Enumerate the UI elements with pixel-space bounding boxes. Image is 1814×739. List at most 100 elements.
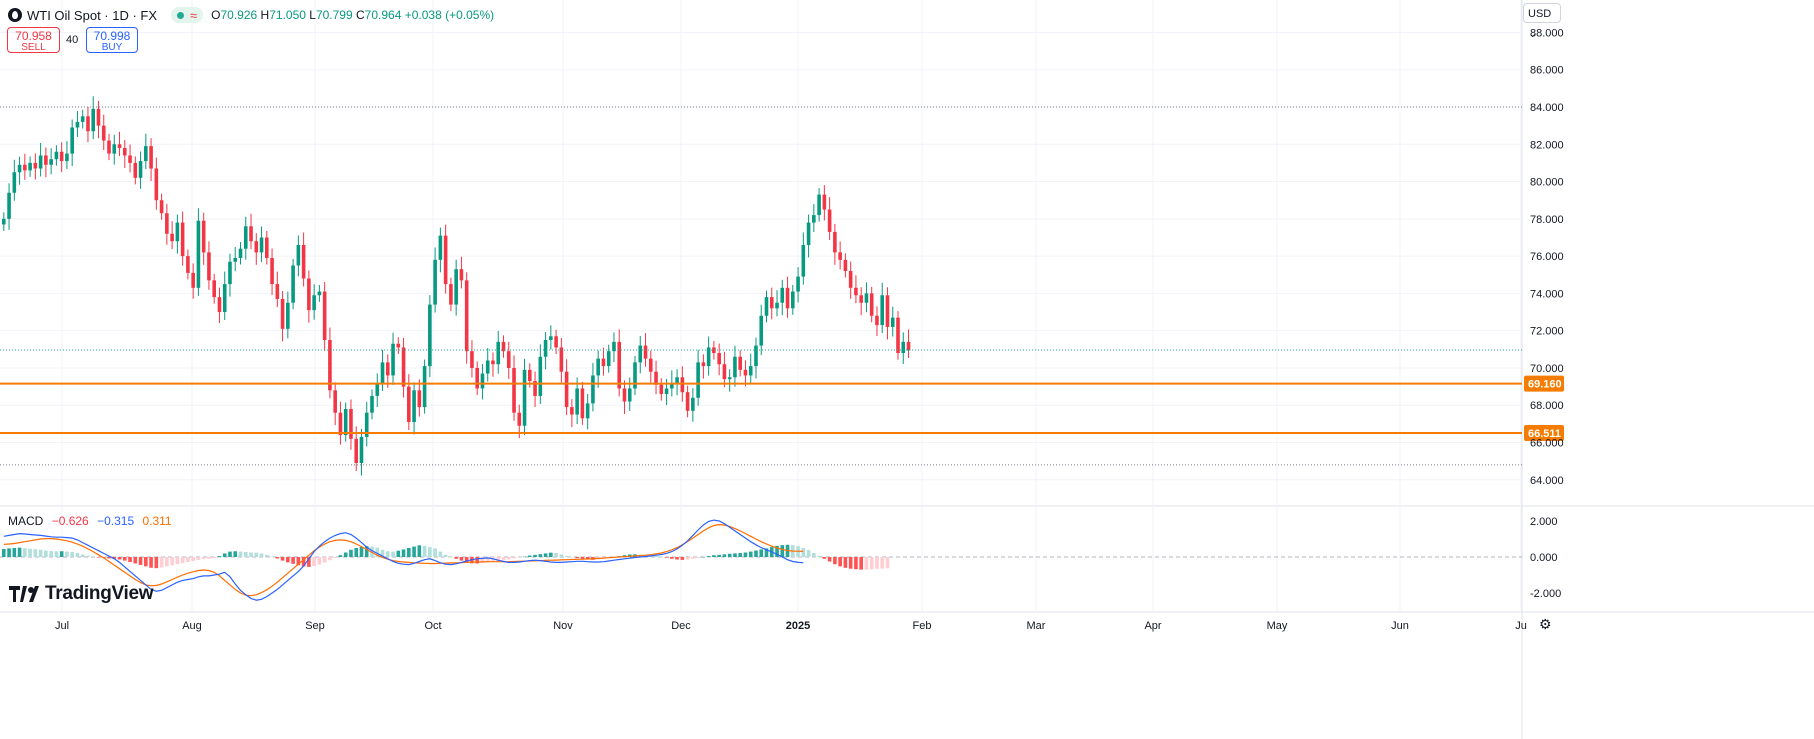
candle-body [270, 257, 274, 285]
macd-histogram-bar [54, 551, 59, 557]
sell-label: SELL [21, 42, 46, 53]
oil-drop-icon [8, 8, 22, 22]
candle-body [764, 297, 769, 316]
macd-histogram-bar [580, 557, 585, 559]
candle-body [848, 271, 853, 288]
candle-body [633, 362, 637, 389]
logo-text: TradingView [45, 583, 154, 604]
candle-body [443, 235, 448, 285]
macd-signal-value: 0.311 [142, 514, 172, 528]
macd-histogram-bar [175, 557, 180, 565]
candle-body [769, 297, 774, 309]
candle-body [380, 362, 385, 383]
candle-body [201, 220, 206, 253]
candle-body [585, 403, 590, 419]
macd-histogram-bar [691, 557, 695, 559]
candle-body [133, 162, 138, 178]
candle-body [28, 162, 32, 171]
macd-histogram-bar [312, 557, 316, 566]
candle-body [522, 369, 527, 426]
macd-histogram-bar [249, 552, 253, 557]
macd-legend[interactable]: MACD −0.626 −0.315 0.311 [8, 514, 177, 528]
candle-body [286, 302, 290, 329]
macd-histogram-bar [307, 557, 311, 567]
macd-histogram-bar [412, 546, 416, 557]
chevron-down-icon: ⌄ [1528, 28, 1538, 40]
price-tick-label: 84.000 [1530, 102, 1564, 114]
macd-histogram-bar [349, 549, 353, 557]
sell-price: 70.958 [15, 29, 52, 43]
candle-body [301, 244, 306, 279]
candle-body [249, 226, 253, 242]
macd-histogram-bar [875, 557, 879, 569]
macd-histogram-bar [869, 557, 874, 570]
candle-body [869, 293, 874, 316]
candle-body [428, 304, 432, 367]
candle-body [328, 340, 332, 391]
candle-body [680, 377, 685, 393]
candle-body [470, 351, 474, 368]
candle-body [322, 291, 327, 340]
candle-body [838, 252, 842, 260]
symbol-title[interactable]: WTI Oil Spot · 1D · FX [27, 7, 158, 23]
macd-histogram-bar [806, 550, 811, 557]
price-tick-label: 70.000 [1530, 363, 1564, 375]
macd-histogram-bar [301, 557, 306, 567]
candle-body [706, 347, 711, 367]
buy-button[interactable]: 70.998 BUY [86, 27, 138, 53]
candle-body [391, 343, 395, 376]
macd-histogram-bar [133, 557, 138, 564]
macd-histogram-bar [370, 546, 374, 557]
candle-body [854, 287, 858, 296]
macd-histogram-bar [91, 556, 96, 557]
candle-body [217, 297, 222, 313]
candle-body [296, 244, 301, 266]
macd-histogram-bar [291, 557, 295, 564]
candle-body [485, 360, 490, 374]
macd-histogram-bar [12, 548, 17, 557]
macd-histogram-bar [401, 549, 406, 557]
price-axis: 88.000 86.000 84.000 82.000 80.000 78.000 76.0… [1530, 27, 1564, 486]
candle-body [401, 347, 406, 387]
macd-histogram-bar [201, 557, 206, 560]
macd-histogram-bar [712, 555, 716, 557]
gear-icon[interactable]: ⚙ [1539, 616, 1552, 632]
macd-histogram-bar [207, 557, 211, 559]
time-tick-label: Aug [182, 620, 202, 632]
macd-histogram-bar [659, 556, 664, 558]
candle-body [454, 269, 458, 305]
sell-button[interactable]: 70.958 SELL [7, 27, 60, 53]
macd-histogram-bar [743, 552, 748, 557]
macd-histogram-bar [454, 557, 458, 559]
candle-body [512, 367, 516, 413]
currency-selector[interactable]: USD ⌄ [1523, 3, 1561, 40]
candle-body [533, 381, 537, 396]
time-tick-label: Ju [1515, 620, 1527, 632]
candle-body [664, 388, 669, 395]
candle-body [7, 192, 11, 219]
candle-body [517, 412, 522, 426]
macd-histogram-bar [407, 548, 411, 557]
low-label: L [309, 8, 316, 22]
candle-body [375, 382, 380, 396]
macd-histogram-bar [480, 557, 485, 564]
macd-histogram-bar [733, 553, 737, 557]
change-value: +0.038 (+0.05%) [404, 8, 495, 22]
candle-body [265, 237, 269, 258]
candle-body [312, 295, 316, 311]
candle-body [117, 144, 122, 149]
macd-histogram-bar [23, 548, 27, 557]
macd-histogram-bar [501, 557, 506, 561]
price-tick-label: 78.000 [1530, 214, 1564, 226]
tradingview-logo[interactable]: TradingView [9, 583, 154, 605]
macd-histogram-bar [296, 557, 301, 566]
candle-body [23, 164, 27, 171]
macd-histogram-bar [96, 557, 101, 558]
wave-icon: ≈ [190, 7, 198, 23]
candle-body [343, 408, 348, 436]
candle-body [2, 218, 6, 225]
candle-body [222, 284, 227, 313]
macd-histogram-bar [259, 553, 264, 557]
market-status-badge[interactable]: ≈ [171, 7, 204, 23]
